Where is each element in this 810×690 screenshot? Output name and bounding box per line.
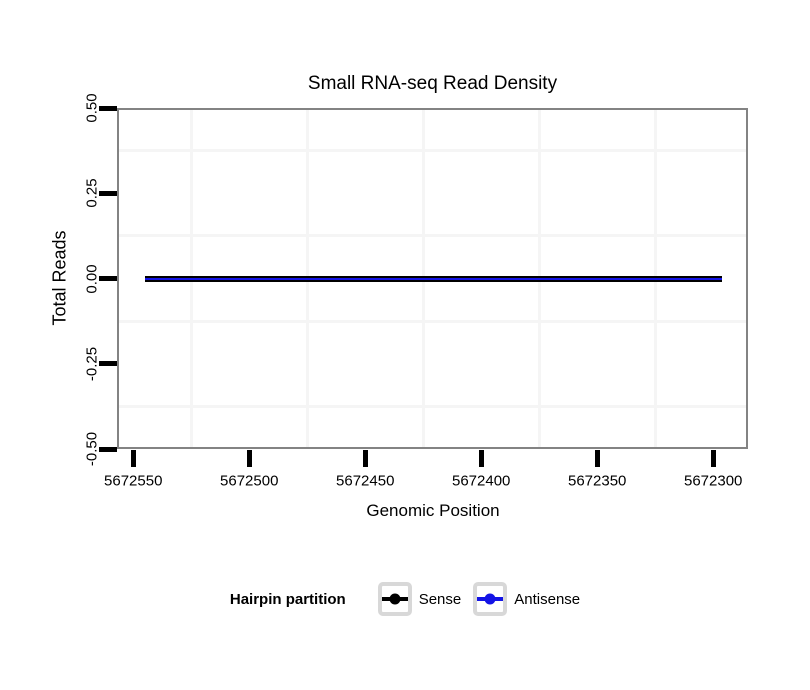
legend-title: Hairpin partition: [229, 590, 346, 608]
x-axis-title: Genomic Position: [366, 501, 500, 520]
x-tick-label: 5672550: [104, 472, 163, 490]
y-axis-tick: [99, 105, 117, 111]
y-tick-label: -0.50: [83, 431, 101, 467]
minor-gridline-horizontal: [117, 404, 748, 408]
y-axis-tick: [99, 190, 117, 196]
x-axis-tick: [594, 450, 600, 467]
chart-title: Small RNA-seq Read Density: [307, 73, 558, 94]
y-axis-tick: [99, 446, 117, 452]
x-axis-tick: [246, 450, 252, 467]
series-line-antisense: [144, 277, 723, 280]
y-axis-tick: [99, 276, 117, 281]
antisense-point-icon: [484, 593, 496, 605]
legend-label-antisense: Antisense: [514, 590, 581, 608]
y-tick-label: 0.50: [83, 93, 101, 123]
minor-gridline-horizontal: [117, 234, 748, 238]
panel-border: [117, 108, 748, 449]
y-tick-label: 0.00: [83, 263, 101, 294]
x-tick-label: 5672400: [452, 472, 511, 490]
y-axis-tick: [99, 361, 117, 367]
y-tick-label: -0.25: [83, 346, 101, 381]
y-tick-label: 0.25: [83, 178, 101, 208]
x-tick-label: 5672500: [220, 472, 279, 490]
legend-item-antisense: Antisense: [473, 582, 580, 616]
minor-gridline-horizontal: [117, 319, 748, 323]
x-tick-label: 5672350: [568, 472, 627, 490]
sense-point-icon: [389, 593, 401, 605]
legend-key-sense: [377, 582, 412, 616]
legend-key-antisense: [473, 582, 508, 616]
plot-panel: [117, 108, 748, 449]
legend-item-sense: Sense: [377, 582, 462, 616]
x-axis-tick: [478, 450, 484, 467]
x-tick-label: 5672450: [336, 472, 395, 490]
y-axis-title: Total Reads: [49, 230, 70, 326]
x-axis-tick: [362, 450, 368, 467]
x-axis-tick: [710, 450, 716, 467]
legend-label-sense: Sense: [418, 590, 462, 608]
x-tick-label: 5672300: [683, 472, 743, 490]
minor-gridline-horizontal: [117, 149, 748, 153]
x-axis-tick: [130, 450, 136, 467]
legend: Hairpin partition Sense Antisense: [0, 582, 810, 616]
